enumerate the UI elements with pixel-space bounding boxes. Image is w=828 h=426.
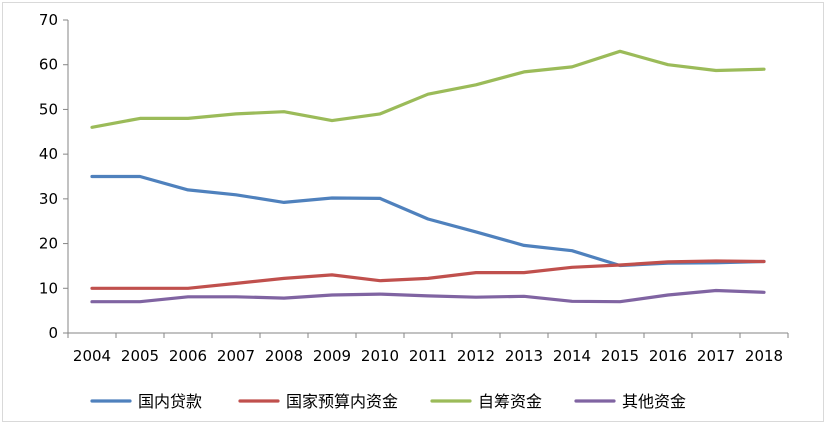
x-tick-label: 2016 (649, 347, 687, 365)
y-tick-label: 50 (39, 100, 58, 118)
y-tick-label: 60 (39, 56, 58, 74)
x-tick-label: 2017 (697, 347, 735, 365)
y-tick-label: 10 (39, 279, 58, 297)
series-line-2 (90, 259, 766, 290)
legend-item-4: 其他资金 (574, 392, 686, 411)
axes-layer: 0 10 20 30 40 50 60 70 2004 2005 2006 2007 2008 2009 2… (39, 11, 789, 365)
legend-item-1: 国内贷款 (90, 392, 202, 411)
x-tick-label: 2009 (313, 347, 351, 365)
x-tick-label: 2004 (73, 347, 111, 365)
x-tick-label: 2014 (553, 347, 591, 365)
legend-item-2: 国家预算内资金 (238, 392, 398, 411)
x-tick-label: 2010 (361, 347, 399, 365)
x-tick-label: 2013 (505, 347, 543, 365)
y-tick-label: 20 (39, 235, 58, 253)
legend-label: 自筹资金 (478, 392, 542, 411)
x-tick-label: 2012 (457, 347, 495, 365)
x-tick-label: 2015 (601, 347, 639, 365)
x-tick-label: 2007 (217, 347, 255, 365)
y-tick-label: 40 (39, 145, 58, 163)
series-line-3 (90, 49, 766, 129)
x-tick-label: 2006 (169, 347, 207, 365)
x-tick-label: 2018 (745, 347, 783, 365)
series-layer (90, 49, 766, 304)
legend-label: 其他资金 (622, 392, 686, 411)
x-tick-label: 2005 (121, 347, 159, 365)
legend-label: 国内贷款 (138, 392, 202, 411)
series-line-4 (90, 288, 766, 304)
series-line-1 (90, 174, 766, 268)
legend: 国内贷款 国家预算内资金 自筹资金 其他资金 (90, 392, 686, 411)
legend-label: 国家预算内资金 (286, 392, 398, 411)
y-tick-label: 0 (48, 324, 58, 342)
y-tick-label: 30 (39, 190, 58, 208)
x-tick-label: 2008 (265, 347, 303, 365)
legend-item-3: 自筹资金 (430, 392, 542, 411)
x-tick-label: 2011 (409, 347, 447, 365)
y-tick-label: 70 (39, 11, 58, 29)
